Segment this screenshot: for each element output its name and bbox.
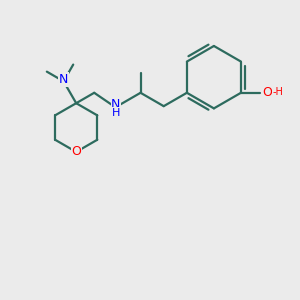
Text: N: N	[111, 98, 121, 111]
Text: H: H	[112, 108, 120, 118]
Text: O: O	[71, 146, 81, 158]
Text: -H: -H	[273, 87, 283, 97]
Text: O: O	[262, 86, 272, 99]
Text: N: N	[59, 73, 68, 86]
